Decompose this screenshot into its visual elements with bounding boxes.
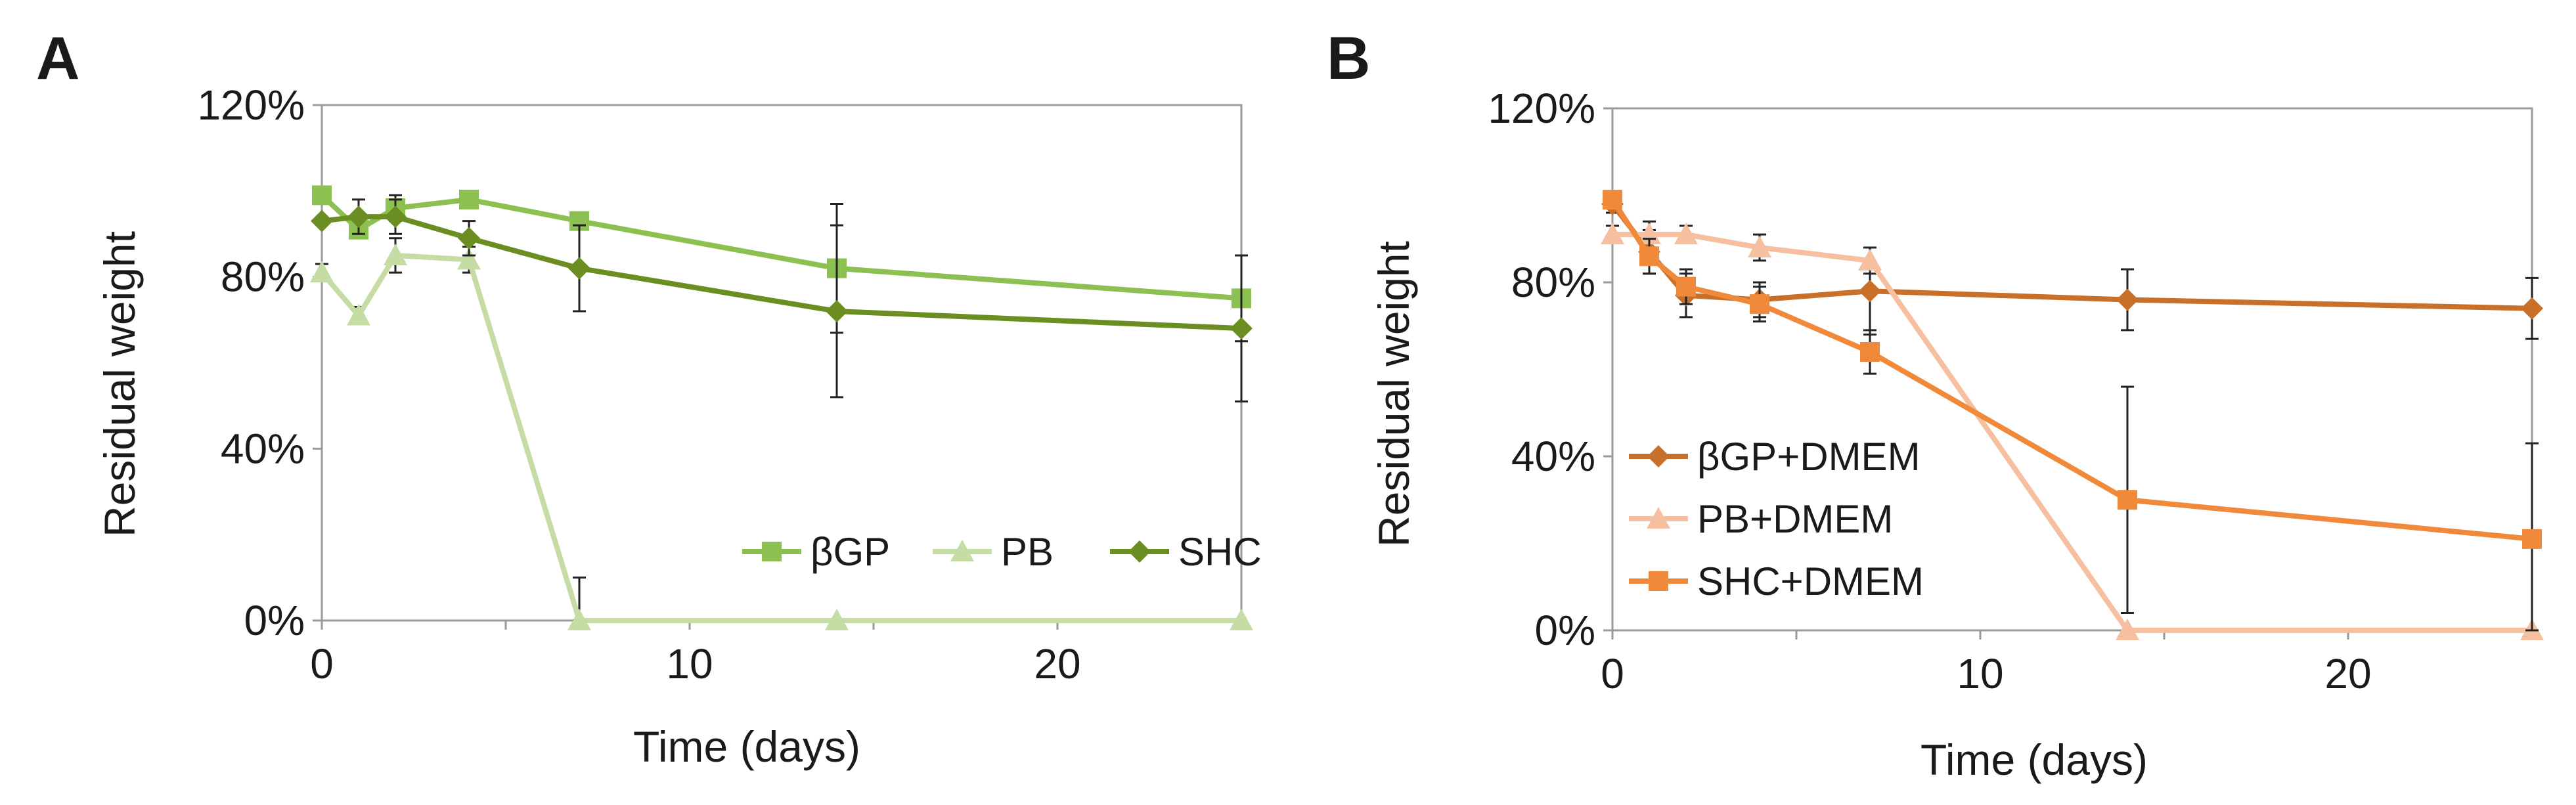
panel-a-y-tick-label: 40%	[221, 425, 305, 472]
panel-a-label: A	[36, 25, 79, 92]
data-point	[825, 609, 849, 630]
panel-a-y-axis-title: Residual weight	[95, 231, 144, 537]
panel-a-y-tick-label: 0%	[244, 597, 305, 644]
series-line	[319, 252, 1241, 623]
legend-marker	[1649, 571, 1668, 591]
data-point	[457, 248, 481, 270]
panel-a-chart: A 0% 40% 80% 120% 0 10 20 βGP PB SHC Residual wei…	[36, 25, 1262, 771]
data-point	[2118, 490, 2137, 510]
data-point	[347, 206, 370, 228]
legend-marker	[1647, 507, 1670, 529]
panel-a-series-2	[311, 198, 1253, 402]
data-point	[1601, 223, 1624, 245]
data-point	[1676, 276, 1696, 297]
legend-label: βGP+DMEM	[1697, 435, 1921, 479]
data-point	[1639, 246, 1659, 267]
panel-b-x-axis-title: Time (days)	[1921, 735, 2148, 784]
panel-a-legend: βGP PB SHC	[742, 530, 1262, 574]
legend-label: PB	[1001, 530, 1054, 574]
legend-label: SHC	[1178, 530, 1262, 574]
panel-b-legend: βGP+DMEM PB+DMEM SHC+DMEM	[1629, 435, 1924, 603]
panel-a-x-tick-label: 0	[310, 640, 334, 687]
data-point	[567, 609, 591, 630]
panel-b-y-tick-label: 40%	[1511, 433, 1595, 480]
data-point	[384, 243, 407, 265]
data-point	[2521, 297, 2543, 320]
legend-marker	[762, 542, 782, 561]
legend-marker	[950, 540, 974, 561]
series-line	[1610, 198, 2533, 542]
data-point	[312, 185, 332, 206]
panel-a-plot-area: 0% 40% 80% 120% 0 10 20 βGP PB SHC	[197, 81, 1261, 687]
data-point	[458, 227, 480, 250]
data-point	[459, 189, 479, 209]
panel-a-x-tick-label: 10	[666, 640, 713, 687]
data-point	[384, 206, 407, 228]
panel-a-series-1	[310, 237, 1253, 630]
data-point	[826, 300, 848, 322]
panel-b-y-axis-title: Residual weight	[1369, 241, 1418, 547]
series-line	[321, 214, 1242, 332]
panel-b-label: B	[1327, 25, 1370, 92]
panel-b-chart: B 0% 40% 80% 120% 0 10 20 βGP+DMEM PB+DMEM SHC+DM…	[1327, 25, 2544, 784]
panel-b-y-tick-label: 0%	[1535, 607, 1596, 654]
data-point	[1230, 609, 1253, 630]
data-point	[1858, 248, 1882, 271]
panel-a-series-0	[312, 185, 1251, 343]
data-point	[2522, 529, 2542, 549]
panel-a-x-tick-label: 20	[1034, 640, 1080, 687]
legend-label: SHC+DMEM	[1697, 559, 1924, 603]
legend-label: βGP	[811, 530, 890, 574]
panel-a-y-tick-label: 80%	[221, 253, 305, 301]
data-point	[2116, 619, 2139, 640]
panel-b-plot-frame	[1611, 107, 2533, 632]
legend-label: PB+DMEM	[1697, 497, 1893, 541]
data-point	[1230, 317, 1253, 340]
data-point	[1860, 342, 1880, 362]
data-point	[2116, 288, 2139, 311]
data-point	[1859, 280, 1881, 303]
panel-b-x-tick-label: 20	[2324, 650, 2371, 697]
panel-b-series-0	[1601, 192, 2543, 340]
panel-b-x-tick-label: 0	[1601, 650, 1624, 697]
series-line	[320, 193, 1242, 301]
panel-a-y-tick-label: 120%	[197, 81, 305, 129]
legend-marker	[1647, 445, 1670, 468]
data-point	[568, 257, 590, 280]
data-point	[310, 261, 334, 283]
panel-b-x-tick-label: 10	[1957, 650, 2003, 697]
legend-marker	[1128, 540, 1151, 563]
panel-b-y-tick-label: 120%	[1488, 85, 1595, 132]
panel-b-plot-area: 0% 40% 80% 120% 0 10 20 βGP+DMEM PB+DMEM SHC+DMEM	[1488, 85, 2544, 697]
panel-b-series-2	[1603, 190, 2542, 632]
panel-b-y-tick-label: 80%	[1511, 259, 1595, 306]
data-point	[1750, 294, 1769, 315]
panel-a-x-axis-title: Time (days)	[633, 722, 860, 771]
data-point	[311, 209, 333, 232]
data-point	[1603, 190, 1622, 210]
data-point	[347, 303, 370, 326]
data-point	[1674, 223, 1698, 245]
data-point	[1748, 236, 1771, 257]
